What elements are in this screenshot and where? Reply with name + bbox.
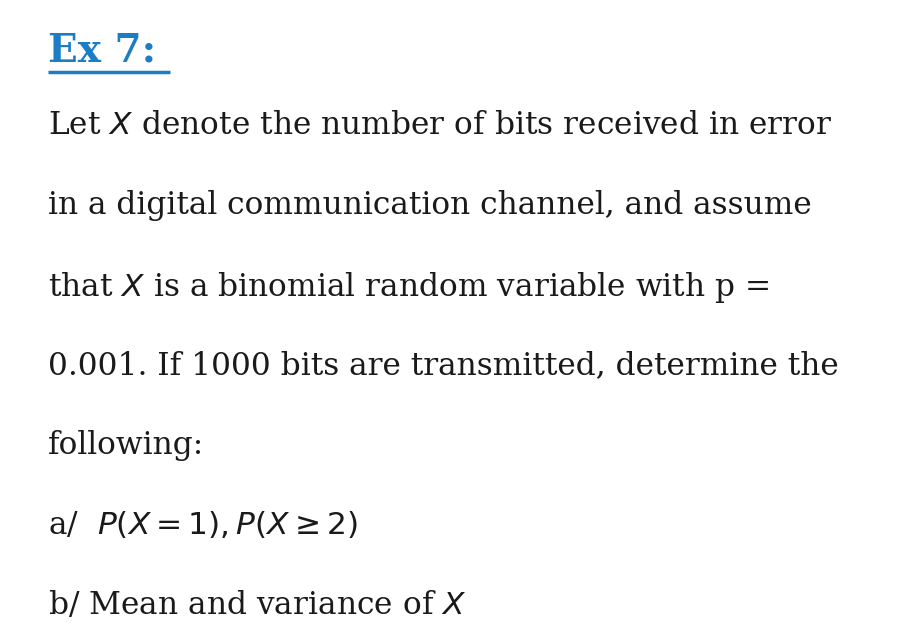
Text: b/ Mean and variance of $X$: b/ Mean and variance of $X$ — [48, 590, 467, 621]
Text: Ex 7:: Ex 7: — [48, 32, 157, 70]
Text: in a digital communication channel, and assume: in a digital communication channel, and … — [48, 190, 812, 221]
Text: Let $X$ denote the number of bits received in error: Let $X$ denote the number of bits receiv… — [48, 110, 833, 141]
Text: 0.001. If 1000 bits are transmitted, determine the: 0.001. If 1000 bits are transmitted, det… — [48, 350, 839, 381]
Text: following:: following: — [48, 430, 205, 461]
Text: that $X$ is a binomial random variable with p =: that $X$ is a binomial random variable w… — [48, 270, 769, 305]
Text: a/  $P(X=1), P(X\geq 2)$: a/ $P(X=1), P(X\geq 2)$ — [48, 510, 358, 541]
